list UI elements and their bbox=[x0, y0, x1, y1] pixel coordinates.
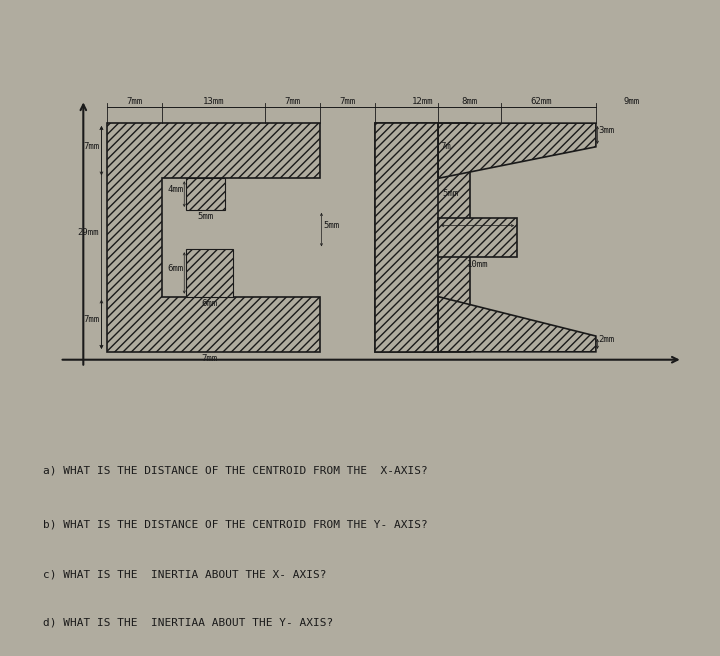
Text: 7m: 7m bbox=[441, 142, 451, 151]
Text: 7mm: 7mm bbox=[284, 97, 300, 106]
Text: 62mm: 62mm bbox=[530, 97, 552, 106]
Polygon shape bbox=[107, 123, 320, 352]
Text: 2mm: 2mm bbox=[598, 335, 614, 344]
Polygon shape bbox=[186, 249, 233, 297]
Text: 4mm: 4mm bbox=[167, 185, 184, 194]
Text: 29mm: 29mm bbox=[78, 228, 99, 237]
Text: 9mm: 9mm bbox=[624, 97, 639, 106]
Text: 5mm: 5mm bbox=[197, 213, 214, 221]
Text: 7mm: 7mm bbox=[339, 97, 356, 106]
Text: 6mm: 6mm bbox=[167, 264, 184, 273]
Polygon shape bbox=[375, 123, 469, 352]
Polygon shape bbox=[186, 178, 225, 210]
Text: 7mm: 7mm bbox=[83, 316, 99, 324]
Text: 7mm: 7mm bbox=[83, 142, 99, 151]
Text: 10mm: 10mm bbox=[467, 260, 488, 268]
Text: 5mm: 5mm bbox=[442, 189, 458, 198]
Text: 7mm: 7mm bbox=[202, 354, 217, 363]
Polygon shape bbox=[438, 218, 517, 257]
Polygon shape bbox=[438, 297, 596, 352]
Text: 8mm: 8mm bbox=[462, 97, 478, 106]
Text: 6mm: 6mm bbox=[202, 299, 217, 308]
Text: d) WHAT IS THE  INERTIAA ABOUT THE Y- AXIS?: d) WHAT IS THE INERTIAA ABOUT THE Y- AXI… bbox=[43, 617, 333, 627]
Text: 3mm: 3mm bbox=[598, 126, 614, 135]
Polygon shape bbox=[438, 123, 596, 178]
Text: 5mm: 5mm bbox=[324, 220, 340, 230]
Text: a) WHAT IS THE DISTANCE OF THE CENTROID FROM THE  X-AXIS?: a) WHAT IS THE DISTANCE OF THE CENTROID … bbox=[43, 466, 428, 476]
Text: 13mm: 13mm bbox=[202, 97, 224, 106]
Polygon shape bbox=[375, 123, 438, 352]
Text: b) WHAT IS THE DISTANCE OF THE CENTROID FROM THE Y- AXIS?: b) WHAT IS THE DISTANCE OF THE CENTROID … bbox=[43, 520, 428, 529]
Text: 7mm: 7mm bbox=[127, 97, 143, 106]
Text: 12mm: 12mm bbox=[412, 97, 433, 106]
Text: c) WHAT IS THE  INERTIA ABOUT THE X- AXIS?: c) WHAT IS THE INERTIA ABOUT THE X- AXIS… bbox=[43, 569, 327, 579]
